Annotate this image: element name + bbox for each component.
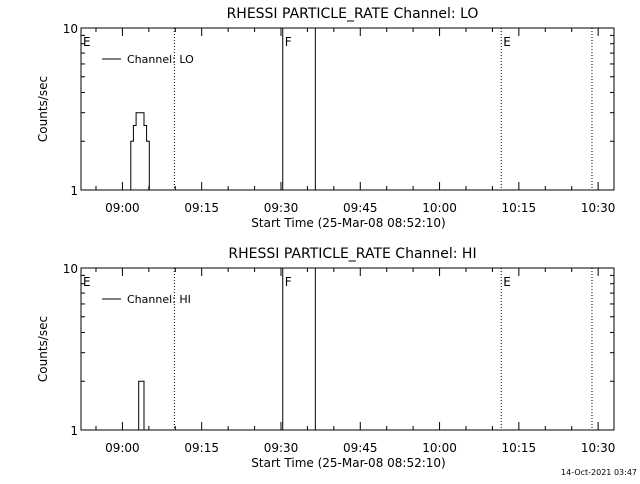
legend-entry: Channel: HI — [127, 293, 191, 306]
marker-label: F — [285, 35, 292, 49]
x-tick-label: 10:00 — [422, 441, 457, 455]
x-tick-label: 10:15 — [502, 441, 537, 455]
series-line — [136, 380, 147, 431]
x-tick-label: 09:15 — [184, 201, 219, 215]
x-tick-label: 09:45 — [343, 201, 378, 215]
y-tick-label: 10 — [63, 262, 78, 276]
chart-title: RHESSI PARTICLE_RATE Channel: LO — [227, 6, 479, 22]
marker-label: E — [503, 275, 511, 289]
marker-label: E — [83, 35, 91, 49]
x-axis-label: Start Time (25-Mar-08 08:52:10) — [251, 216, 445, 230]
plot-frame — [80, 27, 615, 191]
x-tick-label: 10:15 — [502, 201, 537, 215]
marker-label: F — [285, 275, 292, 289]
marker-label: E — [83, 275, 91, 289]
footer-timestamp: 14-Oct-2021 03:47 — [561, 468, 637, 477]
y-axis-label: Counts/sec — [36, 316, 50, 382]
y-tick-label: 1 — [70, 424, 78, 438]
x-tick-label: 09:00 — [105, 201, 140, 215]
marker-label: E — [503, 35, 511, 49]
x-tick-label: 09:45 — [343, 441, 378, 455]
x-tick-label: 09:00 — [105, 441, 140, 455]
x-tick-label: 09:30 — [264, 201, 299, 215]
x-tick-label: 10:30 — [581, 441, 616, 455]
x-tick-label: 09:30 — [264, 441, 299, 455]
plot-frame — [80, 267, 615, 431]
legend-entry: Channel: LO — [127, 53, 194, 66]
x-tick-label: 10:00 — [422, 201, 457, 215]
y-tick-label: 1 — [70, 184, 78, 198]
series-line — [128, 112, 152, 191]
y-tick-label: 10 — [63, 22, 78, 36]
x-tick-label: 10:30 — [581, 201, 616, 215]
chart-title: RHESSI PARTICLE_RATE Channel: HI — [228, 246, 476, 262]
x-tick-label: 09:15 — [184, 441, 219, 455]
y-axis-label: Counts/sec — [36, 76, 50, 142]
x-axis-label: Start Time (25-Mar-08 08:52:10) — [251, 456, 445, 470]
